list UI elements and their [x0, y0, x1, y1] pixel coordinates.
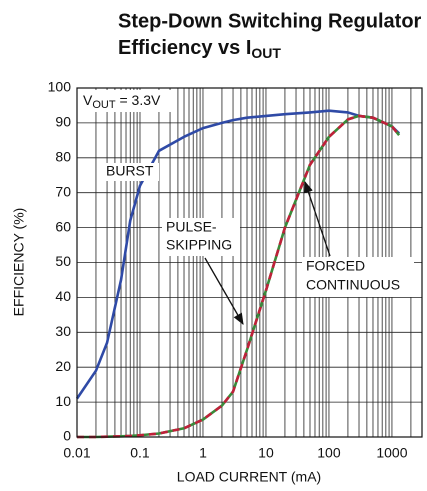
label-bg	[79, 90, 171, 112]
x-axis-label: LOAD CURRENT (mA)	[177, 469, 321, 485]
annotation: CONTINUOUS	[306, 277, 400, 293]
y-tick-label: 60	[55, 218, 71, 234]
y-tick-label: 20	[55, 358, 71, 374]
annotation-part: OUT	[92, 99, 116, 111]
label-bg	[302, 257, 414, 297]
x-tick-label: 0.01	[63, 445, 90, 461]
arrow	[303, 180, 331, 257]
x-tick-label: 100	[317, 445, 341, 461]
annotations: VOUT = 3.3V BURST PULSE- SKIPPING FORCED…	[79, 90, 414, 326]
x-tick-label: 1	[199, 445, 207, 461]
arrow	[204, 257, 244, 326]
label-bg	[162, 218, 240, 256]
y-axis-label: EFFICIENCY (%)	[11, 208, 27, 317]
y-tick-label: 80	[55, 149, 71, 165]
annotation: FORCED	[306, 258, 365, 274]
y-tick-label: 100	[48, 79, 72, 95]
y-tick-label: 10	[55, 393, 71, 409]
annotation: SKIPPING	[166, 237, 232, 253]
y-tick-label: 50	[55, 253, 71, 269]
annotation-part: = 3.3V	[116, 92, 161, 108]
plot-frame	[76, 87, 423, 438]
label-bg	[103, 163, 159, 181]
y-tick-label: 90	[55, 114, 71, 130]
series-line	[77, 114, 401, 439]
y-tick-label: 40	[55, 288, 71, 304]
annotation: BURST	[106, 163, 154, 179]
y-tick-label: 70	[55, 183, 71, 199]
chart-title: Step-Down Switching Regulator 3	[118, 10, 427, 32]
y-tick-label: 30	[55, 323, 71, 339]
x-tick-label: 10	[258, 445, 274, 461]
y-tick-label: 0	[63, 428, 71, 444]
series-line	[75, 109, 401, 400]
x-tick-label: 1000	[376, 445, 407, 461]
title-text: Efficiency vs I	[118, 37, 251, 59]
annotation-part: V	[83, 92, 93, 108]
annotation: PULSE-	[166, 219, 217, 235]
chart-title: Efficiency vs IOUT	[118, 37, 281, 60]
x-tick-label: 0.1	[130, 445, 150, 461]
series-group	[75, 109, 401, 439]
title-subscript: OUT	[251, 45, 281, 61]
annotation: VOUT = 3.3V	[83, 92, 161, 111]
